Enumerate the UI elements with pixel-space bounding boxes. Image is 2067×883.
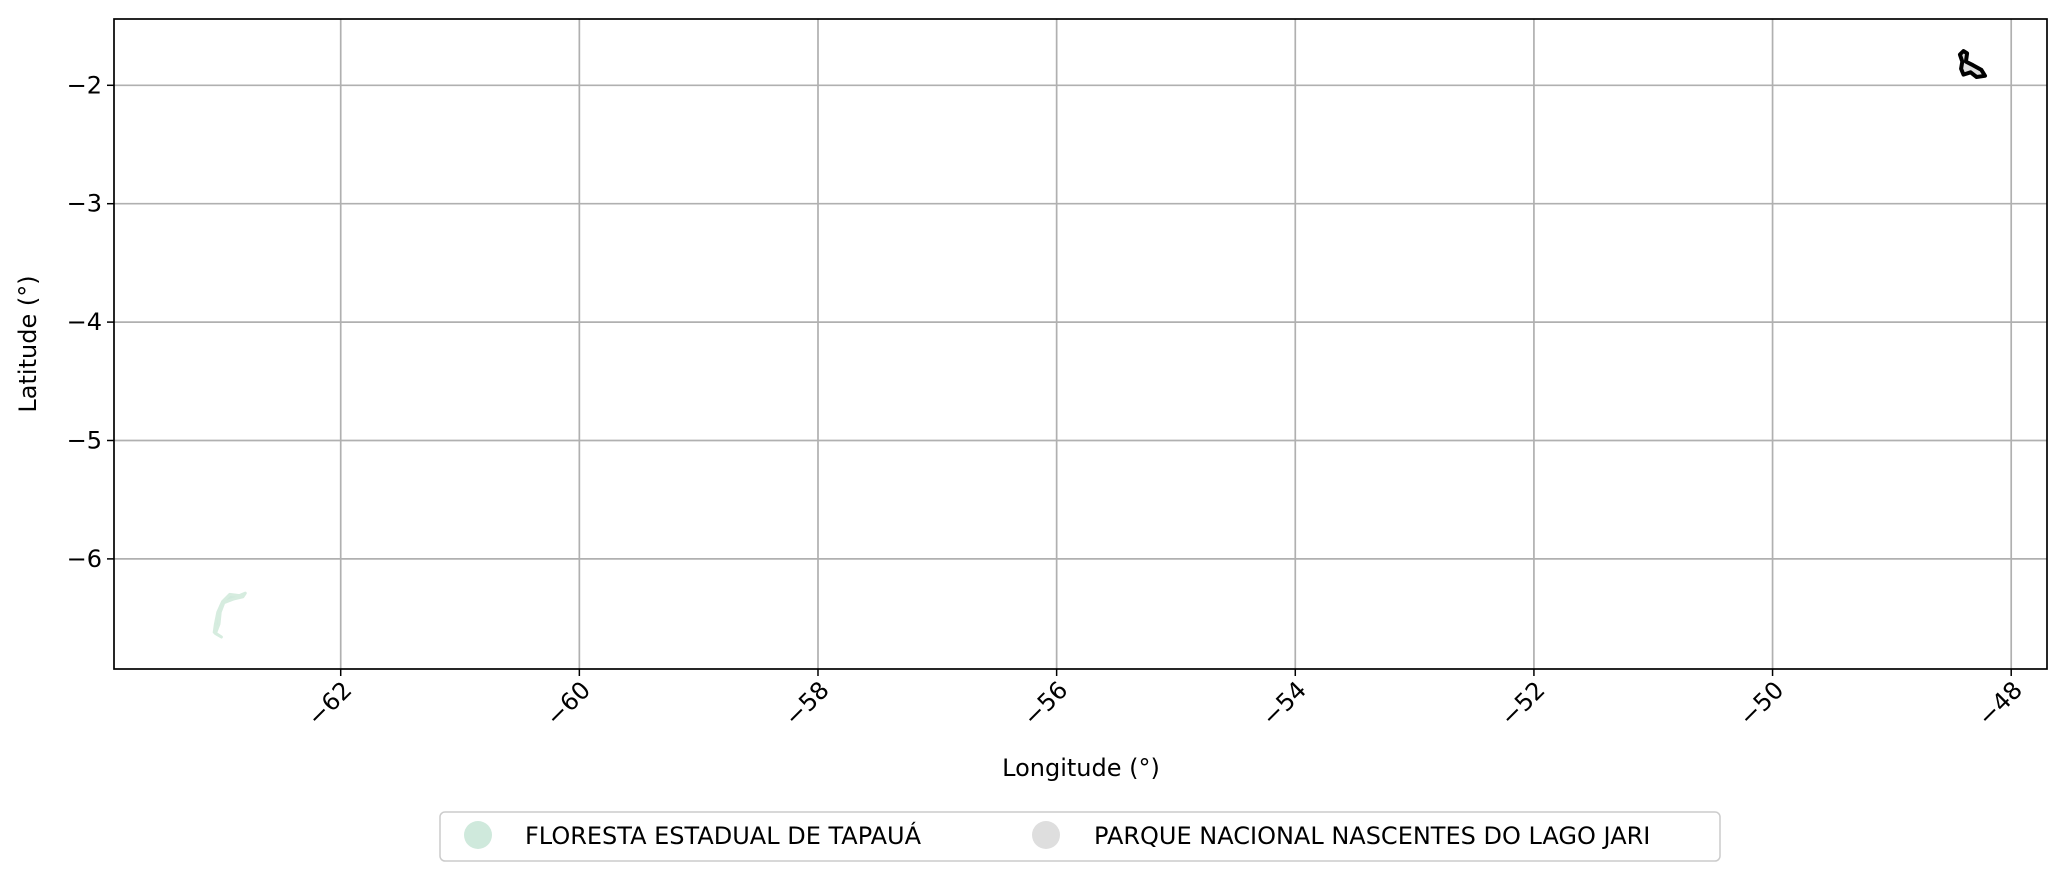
y-tick-label: −4 bbox=[67, 308, 102, 336]
x-tick-label: −62 bbox=[302, 676, 358, 732]
plot-frame bbox=[113, 18, 2048, 670]
grid-layer bbox=[114, 19, 2047, 669]
y-tick-label: −3 bbox=[67, 190, 102, 218]
x-axis-label: Longitude (°) bbox=[1002, 754, 1160, 782]
x-tick-label: −56 bbox=[1018, 676, 1074, 732]
legend-box bbox=[439, 811, 1721, 862]
x-tick-label: −58 bbox=[779, 676, 835, 732]
x-tick-label: −52 bbox=[1495, 676, 1551, 732]
y-tick-label: −6 bbox=[67, 545, 102, 573]
legend: FLORESTA ESTADUAL DE TAPAUÁ PARQUE NACIO… bbox=[439, 811, 1721, 862]
legend-marker-floresta bbox=[464, 821, 492, 849]
region-floresta-estadual-de-tapaua bbox=[212, 591, 247, 639]
y-tick-label: −5 bbox=[67, 426, 102, 454]
y-axis-label: Latitude (°) bbox=[14, 275, 42, 412]
axis-layer: −62 −60 −58 −56 −54 −52 −50 −48 −2 −3 −4 −5 −6 bbox=[67, 71, 2028, 731]
y-tick-label: −2 bbox=[67, 71, 102, 99]
x-tick-label: −48 bbox=[1972, 676, 2028, 732]
x-tick-label: −60 bbox=[540, 676, 596, 732]
legend-label-floresta: FLORESTA ESTADUAL DE TAPAUÁ bbox=[525, 821, 922, 850]
region-parque-nacional-nascentes-do-lago-jari bbox=[1957, 49, 1987, 79]
x-tick-label: −54 bbox=[1256, 676, 1312, 732]
data-layer bbox=[212, 49, 1987, 639]
x-tick-label: −50 bbox=[1734, 676, 1790, 732]
legend-label-parque: PARQUE NACIONAL NASCENTES DO LAGO JARI bbox=[1094, 822, 1650, 850]
legend-marker-parque bbox=[1032, 821, 1060, 849]
